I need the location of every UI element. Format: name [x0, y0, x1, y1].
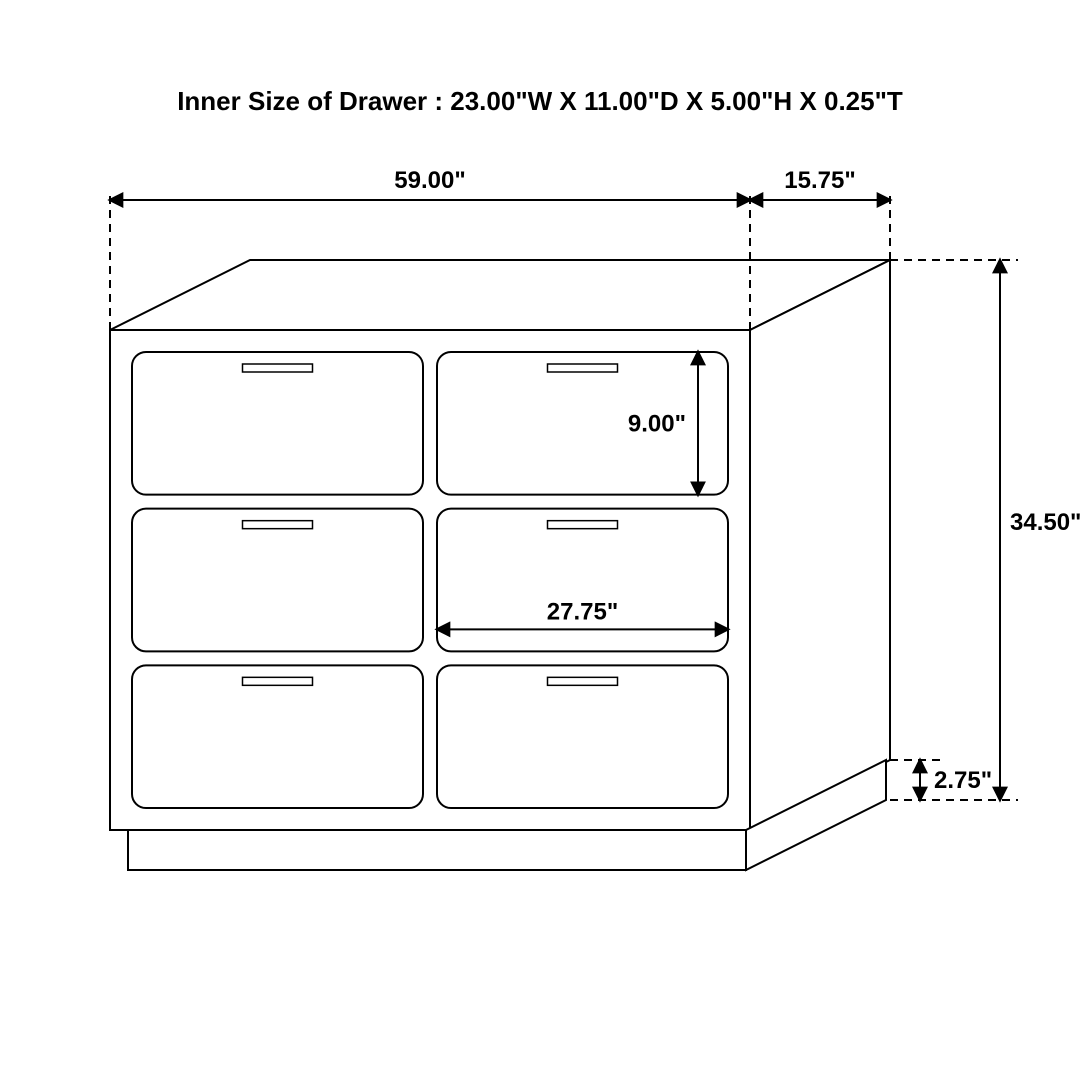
- drawer-handle: [548, 364, 618, 372]
- dresser-base-front: [128, 830, 746, 870]
- drawer-handle: [548, 521, 618, 529]
- drawer-front: [132, 665, 423, 808]
- dim-label-base: 2.75": [934, 767, 992, 794]
- dim-label-height: 34.50": [1010, 509, 1080, 536]
- drawer-front: [132, 352, 423, 495]
- diagram-title: Inner Size of Drawer : 23.00"W X 11.00"D…: [177, 86, 903, 116]
- drawer-front: [437, 665, 728, 808]
- drawer-handle: [548, 677, 618, 685]
- dim-label-width: 59.00": [394, 167, 465, 194]
- drawer-handle: [243, 521, 313, 529]
- drawer-handle: [243, 677, 313, 685]
- drawer-front: [132, 509, 423, 652]
- dim-label-drawer-height: 9.00": [628, 410, 686, 437]
- drawer-handle: [243, 364, 313, 372]
- dim-label-drawer-width: 27.75": [547, 598, 618, 625]
- dresser-dimension-diagram: Inner Size of Drawer : 23.00"W X 11.00"D…: [0, 0, 1080, 1080]
- dresser-side-face: [750, 260, 890, 830]
- dim-label-depth: 15.75": [784, 167, 855, 194]
